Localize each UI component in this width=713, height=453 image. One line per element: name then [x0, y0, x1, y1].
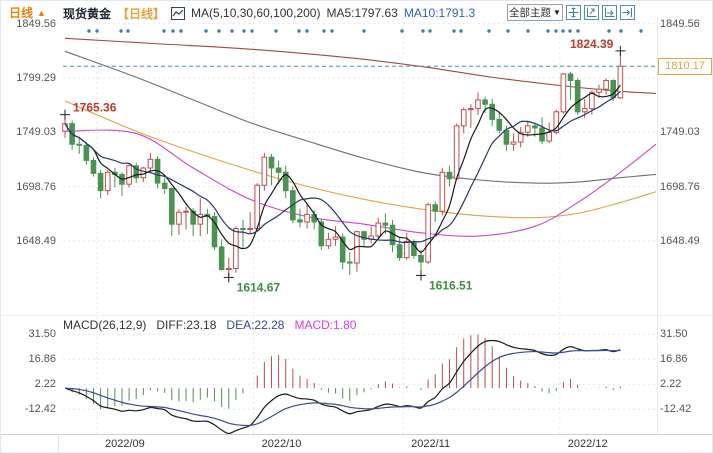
crosshair-icon[interactable]: [566, 5, 581, 20]
extreme-low-label: 1616.51: [429, 278, 473, 292]
price-tick-left: 1749.03: [16, 126, 56, 139]
period-tag: 【日线】: [117, 6, 166, 21]
extreme-low-label: 1614.67: [237, 280, 281, 294]
price-tick-left: 1698.76: [16, 180, 56, 193]
indicator-chart-icon[interactable]: [171, 6, 186, 20]
theme-dropdown[interactable]: 全部主题 ▼: [507, 4, 563, 21]
macd-header: MACD(26,12,9) DIFF:23.18 DEA:22.28 MACD:…: [63, 318, 356, 332]
period-up-arrow-icon: ▲: [37, 7, 46, 18]
month-label: 2022/10: [261, 438, 302, 450]
period-label: 日线: [9, 6, 34, 20]
macd-tick-left: 31.50: [28, 328, 56, 341]
macd-tick-right: 16.86: [660, 353, 688, 366]
chevron-down-icon: ▼: [553, 8, 561, 17]
macd-tick-left: 16.86: [28, 353, 56, 366]
price-tick-right: 1749.03: [660, 126, 700, 139]
price-tick-left: 1849.56: [16, 17, 56, 30]
price-tick-right: 1849.56: [660, 17, 700, 30]
extreme-high-label: 1824.39: [570, 37, 614, 51]
month-label: 2022/09: [105, 438, 145, 450]
ma5-value: MA5:1797.63: [326, 6, 398, 20]
macd-settings-label: MACD(26,12,9): [63, 318, 147, 332]
price-tick-right: 1698.76: [660, 180, 700, 193]
ma-settings-label: MA(5,10,30,60,100,200): [191, 6, 321, 20]
month-label: 2022/11: [411, 438, 451, 450]
macd-tick-left: -12.42: [24, 403, 56, 416]
ma10-value: MA10:1791.3: [403, 6, 476, 20]
macd-tick-right: 2.22: [660, 378, 682, 391]
month-label: 2022/12: [567, 438, 608, 450]
macd-tick-right: -12.42: [660, 403, 692, 416]
theme-dropdown-label: 全部主题: [509, 7, 552, 19]
macd-dea-value: DEA:22.28: [226, 318, 285, 332]
macd-tick-left: 2.22: [34, 378, 56, 391]
current-price-badge: 1810.17: [658, 58, 712, 76]
zoom-horizontal-icon[interactable]: [602, 5, 617, 20]
pan-right-icon[interactable]: [620, 5, 635, 20]
period-selector[interactable]: 日线 ▲: [9, 4, 46, 21]
macd-diff-value: DIFF:23.18: [156, 318, 217, 332]
chart-header: 现货黄金 【日线】 MA(5,10,30,60,100,200) MA5:179…: [63, 5, 475, 21]
price-tick-left: 1648.49: [16, 234, 56, 247]
bottom-bar-divider: [58, 435, 59, 452]
symbol-name: 现货黄金: [63, 6, 112, 21]
price-tick-right: 1648.49: [660, 234, 700, 247]
chart-toolbar: 全部主题 ▼: [507, 4, 635, 21]
zoom-vertical-icon[interactable]: [584, 5, 599, 20]
time-axis-bar: [1, 434, 712, 452]
price-tick-left: 1799.29: [16, 72, 56, 84]
macd-tick-right: 31.50: [660, 328, 688, 341]
macd-bar-value: MACD:1.80: [294, 318, 357, 332]
extreme-high-label: 1765.36: [73, 101, 117, 115]
